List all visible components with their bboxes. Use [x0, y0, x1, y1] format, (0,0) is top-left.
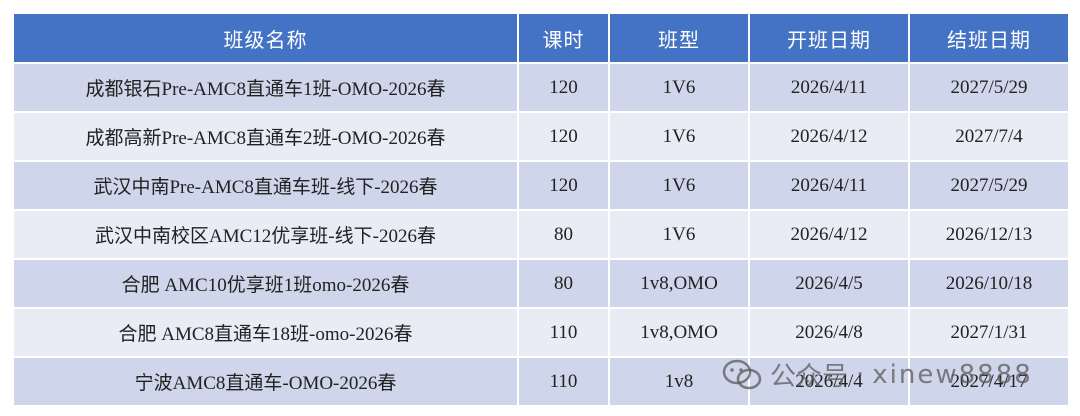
- table-cell: 120: [517, 111, 610, 162]
- table-row: 武汉中南Pre-AMC8直通车班-线下-2026春 120 1V6 2026/4/11…: [12, 160, 1070, 211]
- header-row: 班级名称 课时 班型 开班日期 结班日期: [12, 12, 1070, 64]
- table-row: 武汉中南校区AMC12优享班-线下-2026春 80 1V6 2026/4/12 202…: [12, 209, 1070, 260]
- table-cell: 2026/10/18: [908, 258, 1070, 309]
- table-row: 合肥 AMC10优享班1班omo-2026春 80 1v8,OMO 2026/4/5 2…: [12, 258, 1070, 309]
- table-cell: 80: [517, 209, 610, 260]
- table-cell: 2027/5/29: [908, 62, 1070, 113]
- watermark-label: 公众号: [770, 362, 849, 392]
- header-cell: 结班日期: [908, 12, 1070, 64]
- table-cell: 120: [517, 62, 610, 113]
- table-cell: 合肥 AMC10优享班1班omo-2026春: [12, 258, 519, 309]
- table-cell: 1v8,OMO: [608, 307, 750, 358]
- header-cell: 课时: [517, 12, 610, 64]
- table-cell: 1V6: [608, 111, 750, 162]
- table-body: 成都银石Pre-AMC8直通车1班-OMO-2026春 120 1V6 2026/4/…: [12, 62, 1070, 407]
- table-cell: 110: [517, 356, 610, 407]
- header-cell: 班型: [608, 12, 750, 64]
- table-cell: 80: [517, 258, 610, 309]
- table-cell: 武汉中南校区AMC12优享班-线下-2026春: [12, 209, 519, 260]
- table-cell: 成都高新Pre-AMC8直通车2班-OMO-2026春: [12, 111, 519, 162]
- watermark-account: xinew8888: [872, 359, 1033, 390]
- table-cell: 2027/4/17: [908, 356, 1070, 407]
- table-cell: 2026/4/8: [748, 307, 910, 358]
- header-cell: 班级名称: [12, 12, 519, 64]
- table-cell: 2026/4/11: [748, 62, 910, 113]
- table-cell: 武汉中南Pre-AMC8直通车班-线下-2026春: [12, 160, 519, 211]
- table-cell: 2026/4/5: [748, 258, 910, 309]
- table-cell: 1V6: [608, 62, 750, 113]
- table-cell: 110: [517, 307, 610, 358]
- table-cell: 120: [517, 160, 610, 211]
- table-cell: 2026/4/11: [748, 160, 910, 211]
- table-cell: 2027/1/31: [908, 307, 1070, 358]
- table-cell: 成都银石Pre-AMC8直通车1班-OMO-2026春: [12, 62, 519, 113]
- table-cell: 合肥 AMC8直通车18班-omo-2026春: [12, 307, 519, 358]
- table-cell: 2026/4/4: [748, 356, 910, 407]
- table-cell: 1V6: [608, 160, 750, 211]
- table-cell: 宁波AMC8直通车-OMO-2026春: [12, 356, 519, 407]
- table-row: 成都银石Pre-AMC8直通车1班-OMO-2026春 120 1V6 2026/4/…: [12, 62, 1070, 113]
- table-cell: 1V6: [608, 209, 750, 260]
- header-cell: 开班日期: [748, 12, 910, 64]
- table-cell: 2027/5/29: [908, 160, 1070, 211]
- class-table: 班级名称 课时 班型 开班日期 结班日期 成都银石Pre-AMC8直通车1班-OMO-2…: [12, 12, 1070, 407]
- table-cell: 2026/4/12: [748, 111, 910, 162]
- table-row: 合肥 AMC8直通车18班-omo-2026春 110 1v8,OMO 2026/4/…: [12, 307, 1070, 358]
- table-cell: 1v8,OMO: [608, 258, 750, 309]
- watermark: 公众号 · xinew8888: [722, 356, 1033, 393]
- table-cell: 2026/12/13: [908, 209, 1070, 260]
- wechat-icon: [722, 359, 762, 389]
- table-cell: 2027/7/4: [908, 111, 1070, 162]
- watermark-separator: ·: [856, 359, 865, 390]
- table-row: 成都高新Pre-AMC8直通车2班-OMO-2026春 120 1V6 2026/4/…: [12, 111, 1070, 162]
- table-cell: 2026/4/12: [748, 209, 910, 260]
